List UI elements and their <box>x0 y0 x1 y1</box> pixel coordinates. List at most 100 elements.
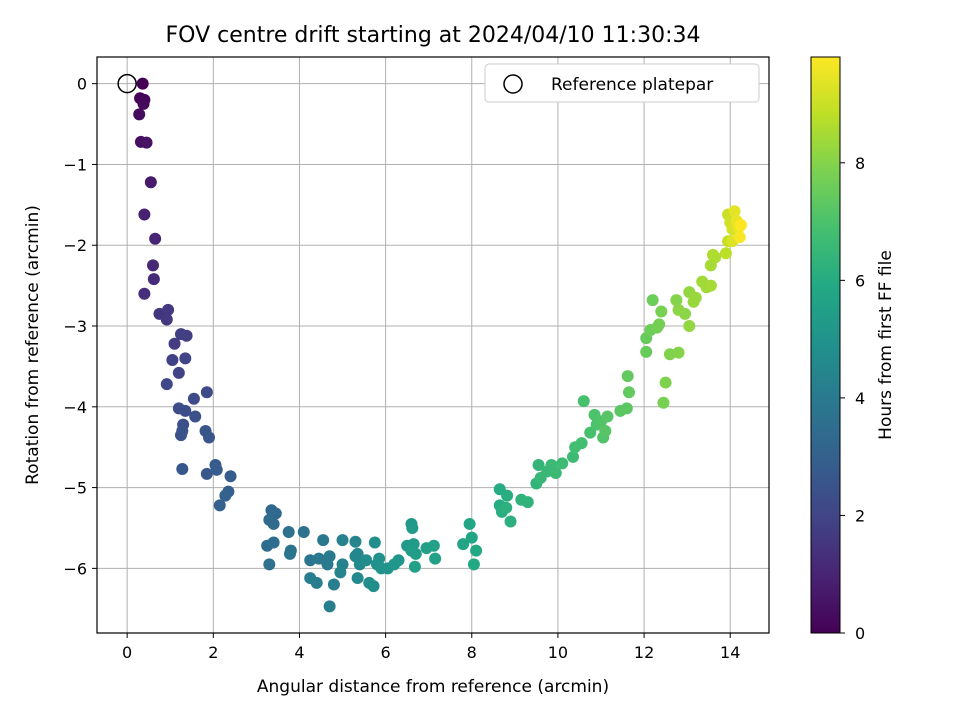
data-point <box>136 77 149 90</box>
colorbar-tick-label: 4 <box>855 389 865 408</box>
data-point <box>149 232 162 245</box>
data-point <box>392 554 405 567</box>
data-point <box>133 108 146 121</box>
data-point <box>327 578 340 591</box>
data-point <box>213 499 226 512</box>
data-point <box>427 539 440 552</box>
data-point <box>457 538 470 551</box>
data-point <box>368 536 381 549</box>
data-point <box>409 547 422 560</box>
y-tick-label: 0 <box>77 75 87 94</box>
x-tick-label: 0 <box>122 643 132 662</box>
data-point <box>160 378 173 391</box>
data-point <box>200 467 213 480</box>
data-point <box>470 544 483 557</box>
legend-box <box>484 63 760 103</box>
data-point <box>621 370 634 383</box>
data-point <box>147 273 160 286</box>
data-point <box>406 521 419 534</box>
data-point <box>733 231 746 244</box>
data-point <box>463 517 476 530</box>
legend-label: Reference platepar <box>551 75 713 95</box>
data-point <box>655 305 668 318</box>
y-tick-label: −4 <box>63 398 87 417</box>
axes-frame <box>96 56 770 634</box>
y-tick-label: −3 <box>63 317 87 336</box>
data-point <box>367 580 380 593</box>
data-point <box>549 467 562 480</box>
plot-area: 0 2 4 6 8 10 12 14 0 −1 −2 −3 −4 −5 −6 <box>63 56 770 662</box>
data-point <box>567 450 579 463</box>
data-point <box>203 431 215 444</box>
data-point <box>683 320 696 333</box>
x-tick-label: 6 <box>381 643 391 662</box>
data-point <box>283 547 296 560</box>
colorbar-label: Hours from first FF file <box>876 250 896 440</box>
data-point <box>168 337 181 350</box>
data-point <box>175 429 187 442</box>
data-point <box>172 366 185 379</box>
data-point <box>467 558 480 571</box>
reference-point-marker <box>117 73 137 94</box>
data-point <box>599 425 612 438</box>
y-tick-label: −2 <box>63 236 87 255</box>
colorbar-tick-label: 0 <box>855 624 865 643</box>
data-point <box>176 463 189 476</box>
data-point <box>584 426 597 439</box>
data-point <box>575 437 588 450</box>
data-point <box>137 97 150 110</box>
colorbar-tick-label: 6 <box>855 271 865 290</box>
colorbar-tick-label: 2 <box>855 506 865 525</box>
data-point <box>297 526 310 539</box>
data-point <box>653 318 666 331</box>
data-point <box>267 536 280 549</box>
y-tick-label: −1 <box>63 155 87 174</box>
data-point <box>672 346 685 359</box>
data-point <box>532 458 545 471</box>
data-point <box>577 395 590 408</box>
data-point <box>187 392 200 405</box>
data-point <box>138 287 151 300</box>
data-point <box>162 303 175 316</box>
data-point <box>224 470 237 483</box>
data-point <box>360 554 373 567</box>
data-point <box>179 404 192 417</box>
data-point <box>166 353 179 366</box>
data-point <box>620 402 633 415</box>
data-point <box>160 313 173 326</box>
data-point <box>140 136 153 149</box>
data-point <box>501 489 514 502</box>
colorbar-tick-label: 8 <box>855 154 865 173</box>
data-point <box>200 386 213 399</box>
legend: Reference platepar <box>484 63 760 103</box>
axes-background <box>97 57 769 633</box>
y-tick-label: −6 <box>63 559 87 578</box>
data-point <box>657 396 670 409</box>
x-tick-label: 14 <box>720 643 740 662</box>
data-point <box>646 294 659 307</box>
data-point <box>429 552 442 565</box>
data-point <box>321 558 334 571</box>
data-point <box>189 410 202 423</box>
x-tick-label: 4 <box>294 643 304 662</box>
data-point <box>349 535 362 548</box>
data-point <box>336 534 349 547</box>
data-point <box>659 376 672 389</box>
colorbar-gradient <box>810 56 841 634</box>
data-point <box>210 463 223 476</box>
data-point <box>556 457 569 470</box>
data-point <box>670 294 683 307</box>
data-point <box>408 560 421 573</box>
data-point <box>147 259 159 272</box>
data-point <box>689 291 702 304</box>
x-tick-label: 8 <box>467 643 477 662</box>
data-point <box>179 352 192 365</box>
data-point <box>709 251 722 264</box>
data-point <box>282 526 295 539</box>
data-point <box>312 552 325 565</box>
data-point <box>267 517 280 530</box>
y-tick-label: −5 <box>63 479 87 498</box>
data-point <box>623 386 635 399</box>
chart-title: FOV centre drift starting at 2024/04/10 … <box>166 23 701 48</box>
